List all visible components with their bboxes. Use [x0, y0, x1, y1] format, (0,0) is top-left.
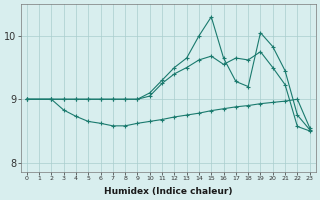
X-axis label: Humidex (Indice chaleur): Humidex (Indice chaleur)	[104, 187, 232, 196]
